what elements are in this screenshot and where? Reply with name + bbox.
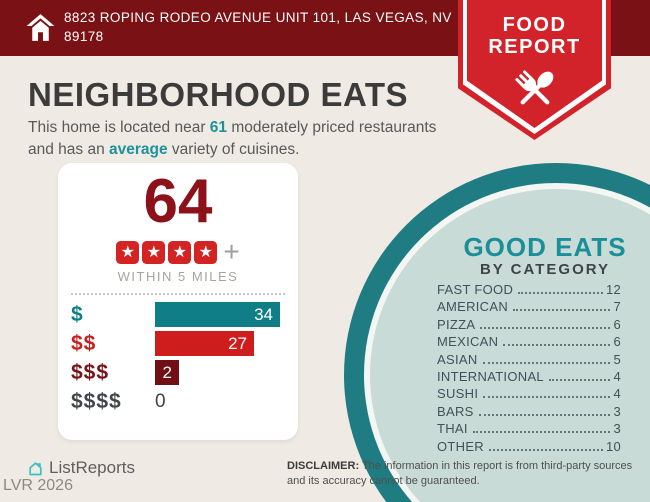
category-count: 3 [613, 421, 621, 437]
price-level-label: $ [71, 302, 84, 326]
lvr-code: LVR 2026 [3, 477, 73, 494]
price-level-label: $$ [71, 331, 97, 355]
category-row: BARS 3 [437, 404, 621, 421]
category-row: AMERICAN 7 [437, 299, 621, 316]
category-count: 10 [605, 438, 621, 454]
category-row: SUSHI 4 [437, 386, 621, 403]
dotted-leader [518, 292, 603, 294]
category-count: 12 [605, 282, 621, 297]
star-rating: ★ ★ ★ ★ + [58, 236, 298, 268]
price-level-label: $$$$ [71, 389, 122, 413]
score-card: 64 ★ ★ ★ ★ + WITHIN 5 MILES $34 $$ 27 $$$ 2 $$$$ 0 [58, 163, 298, 440]
category-label: SUSHI [437, 386, 479, 402]
category-list: FAST FOOD 12 AMERICAN 7 PIZZA 6 MEXICAN 6 ASIAN 5… [437, 282, 621, 456]
category-count: 4 [613, 368, 621, 384]
price-bars: $34 $$ 27 $$$ 2 $$$$ 0 [58, 302, 298, 414]
variety-rating: average [109, 140, 168, 158]
good-eats-title: GOOD EATS [463, 232, 627, 262]
badge-title: FOOD REPORT [488, 14, 581, 58]
category-row: ASIAN 5 [437, 352, 621, 369]
dotted-leader [478, 413, 611, 416]
radius-label: WITHIN 5 MILES [117, 269, 239, 285]
restaurant-count: 61 [209, 119, 228, 136]
price-bar-row: $$$ 2 [71, 360, 298, 386]
category-row: MEXICAN 6 [437, 334, 621, 351]
restaurant-score: 64 [143, 167, 213, 236]
crossed-spoon-fork-icon [514, 70, 553, 105]
bar: 2 [155, 360, 179, 386]
summary-text: This home is located near 61 moderately … [28, 119, 437, 158]
category-label: AMERICAN [437, 299, 509, 315]
dotted-leader [480, 326, 611, 329]
category-label: FAST FOOD [437, 282, 514, 297]
dotted-leader [503, 344, 611, 347]
category-row: OTHER 10 [437, 439, 621, 456]
category-label: THAI [437, 421, 468, 437]
category-label: ASIAN [437, 351, 478, 367]
price-bar-row: $$$$ 0 [71, 389, 298, 414]
category-row: FAST FOOD 12 [437, 282, 621, 299]
category-label: PIZZA [437, 316, 476, 332]
category-label: OTHER [437, 438, 484, 454]
listreports-brand: ListReports [27, 458, 135, 478]
star-icon: ★ [142, 240, 166, 264]
dotted-leader [482, 361, 611, 364]
price-bar-row: $34 [71, 302, 298, 328]
price-bar-row: $$ 27 [71, 331, 298, 357]
dotted-leader [513, 309, 611, 312]
category-label: INTERNATIONAL [437, 368, 544, 384]
property-address: 8823 ROPING RODEO AVENUE UNIT 101, LAS V… [64, 10, 452, 44]
good-eats-subtitle: BY CATEGORY [479, 261, 611, 278]
bar: 27 [155, 331, 254, 357]
dotted-leader [483, 396, 611, 399]
disclaimer-label: DISCLAIMER: [287, 460, 360, 472]
star-icon: ★ [116, 240, 140, 264]
category-count: 5 [613, 351, 621, 367]
dotted-leader [489, 448, 603, 451]
dotted-leader [472, 431, 611, 434]
house-icon [26, 14, 55, 41]
dotted-leader [548, 378, 611, 381]
star-icon: ★ [168, 240, 192, 264]
brand-name: ListReports [49, 458, 135, 477]
page-title: NEIGHBORHOOD EATS [28, 76, 409, 113]
dotted-divider [71, 293, 285, 296]
price-level-label: $$$ [71, 360, 110, 384]
category-count: 6 [613, 316, 621, 332]
category-row: INTERNATIONAL 4 [437, 369, 621, 386]
disclaimer: DISCLAIMER: The information in this repo… [287, 460, 633, 487]
category-row: PIZZA 6 [437, 317, 621, 334]
bar: 34 [155, 302, 280, 328]
category-count: 4 [613, 386, 621, 402]
listreports-logo-icon [29, 461, 42, 475]
food-report-badge: FOOD REPORT [458, 0, 611, 140]
category-label: MEXICAN [437, 334, 499, 350]
category-count: 6 [613, 334, 621, 350]
bar-value-zero: 0 [155, 391, 166, 413]
star-icon: ★ [194, 240, 218, 264]
category-label: BARS [437, 403, 474, 419]
category-row: THAI 3 [437, 421, 621, 438]
category-count: 7 [613, 299, 621, 315]
plus-icon: + [223, 236, 240, 268]
category-count: 3 [613, 403, 621, 419]
